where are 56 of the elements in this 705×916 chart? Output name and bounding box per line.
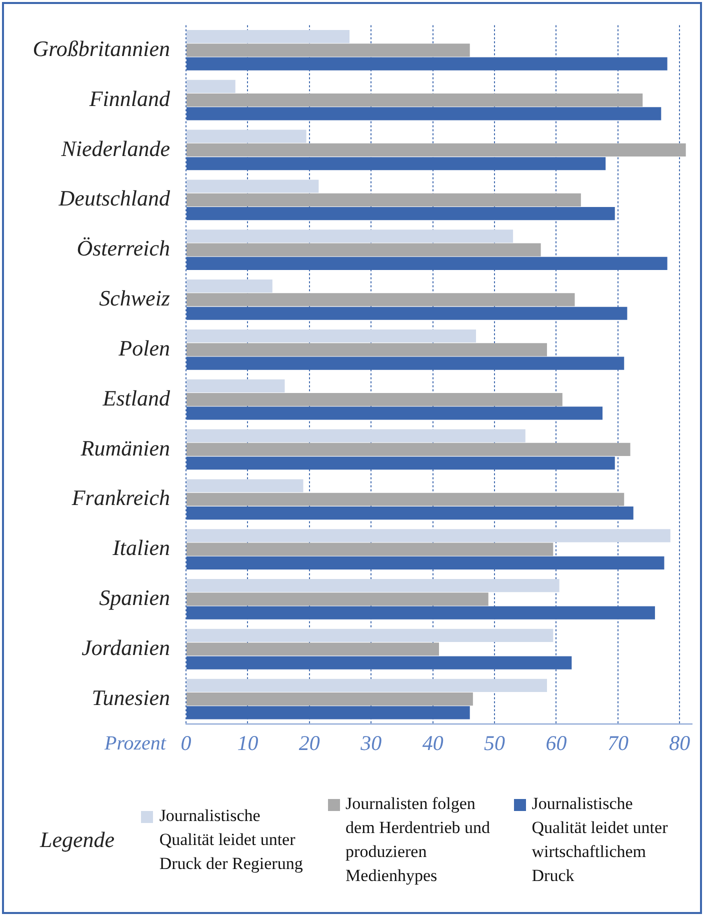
bar [186,180,319,193]
bar [186,529,670,542]
bar [186,243,541,256]
bar [186,492,624,506]
x-tick-label: 70 [607,731,629,756]
x-tick-label: 0 [180,731,192,756]
y-tick-label: Österreich [76,236,170,261]
bar [186,592,488,606]
y-tick-label: Italien [112,535,170,560]
bar [186,130,306,143]
bar [186,143,686,157]
x-tick-label: 30 [360,731,382,756]
bar [186,280,272,293]
y-tick-label: Rumänien [80,435,170,460]
x-tick-label: 10 [237,731,259,756]
legend-title: Legende [40,827,116,853]
bar [186,579,560,592]
y-tick-label: Niederlande [60,136,170,161]
x-axis-title: Prozent [104,732,166,754]
legend-label: Journalistische Qualität leidet unter Druck der Regierung [159,805,304,875]
x-tick-label: 40 [422,731,444,756]
bar [186,44,470,57]
y-tick-label: Jordanien [82,634,170,660]
y-tick-label: Finnland [88,86,171,111]
bar [186,230,514,243]
y-tick-label: Deutschland [58,186,171,211]
bar [186,393,562,406]
bar [186,329,476,343]
y-tick-label: Polen [118,335,170,360]
bar [186,379,285,392]
legend-label: Journalistische Qualität leidet unter wirtschaftlichem Druck [532,793,669,887]
y-tick-label: Tunesien [92,684,170,710]
bar [186,94,643,107]
bar [186,678,547,692]
bar [186,343,547,356]
bar [186,479,304,492]
bar [186,692,473,706]
bar [186,628,554,642]
x-tick-label: 50 [484,731,506,756]
bar [186,542,554,556]
bar [186,80,236,93]
bar [186,293,575,306]
bar [186,429,526,442]
y-tick-label: Frankreich [70,485,170,510]
bar [186,442,630,456]
bar [186,642,439,656]
bar [186,193,581,206]
x-tick-label: 80 [669,731,691,756]
y-tick-label: Großbritannien [32,36,170,61]
x-tick-label: 60 [546,731,568,756]
legend-label: Journalisten folgen dem Herdentrieb und produzieren Medienhypes [346,793,491,887]
bar [186,30,350,44]
y-tick-label: Spanien [99,584,170,610]
y-tick-label: Schweiz [99,286,170,311]
x-tick-label: 20 [298,731,320,756]
y-tick-label: Estland [102,385,171,410]
